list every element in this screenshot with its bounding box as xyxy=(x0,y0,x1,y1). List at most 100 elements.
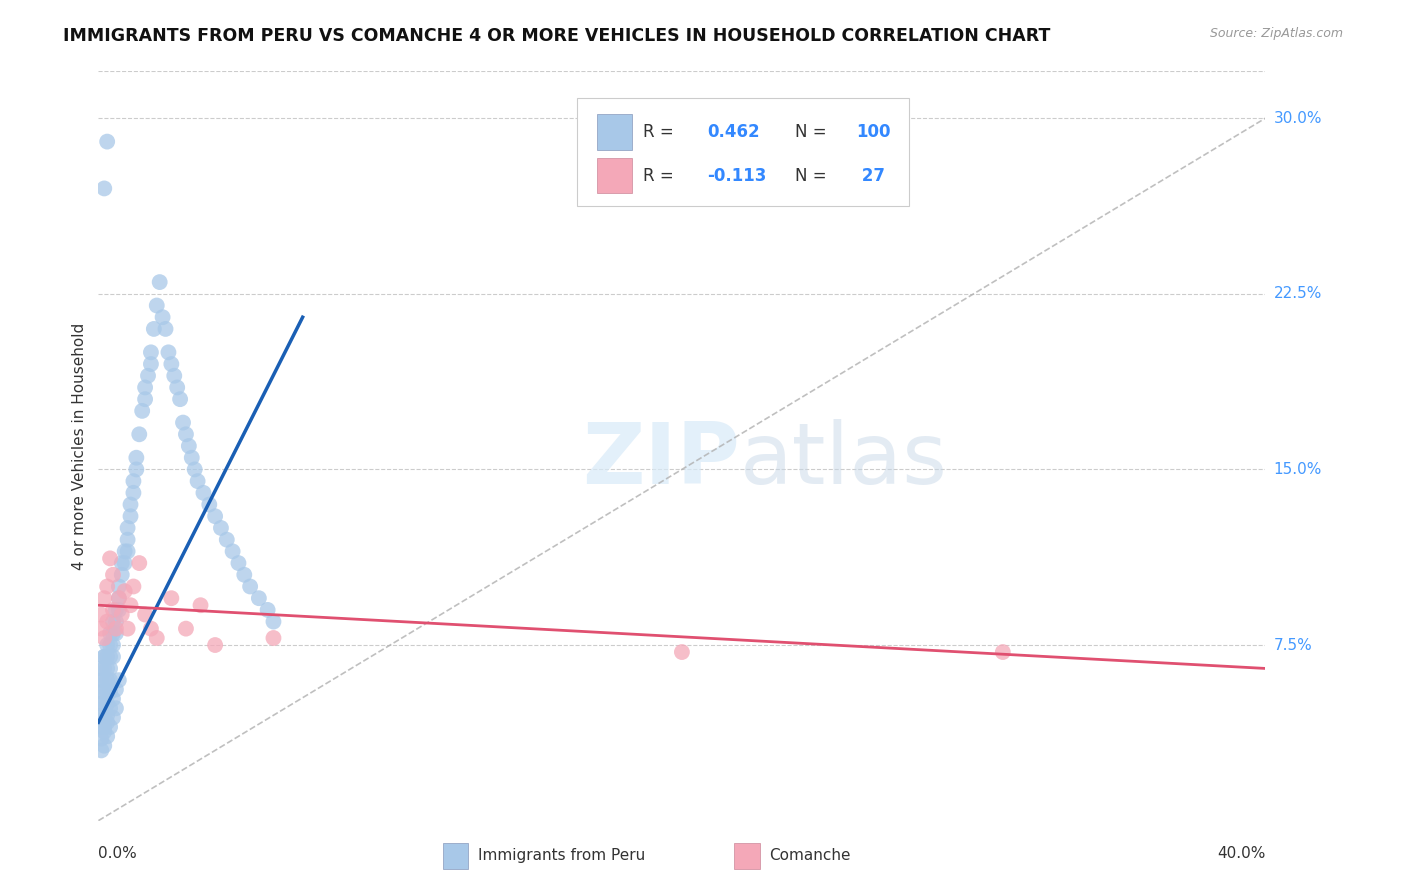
FancyBboxPatch shape xyxy=(734,843,761,870)
Point xyxy=(177,439,200,453)
Point xyxy=(93,708,115,723)
Point xyxy=(111,607,134,622)
Point xyxy=(104,622,127,636)
Point xyxy=(149,275,172,289)
Point xyxy=(98,701,121,715)
Point xyxy=(93,661,115,675)
Text: IMMIGRANTS FROM PERU VS COMANCHE 4 OR MORE VEHICLES IN HOUSEHOLD CORRELATION CHA: IMMIGRANTS FROM PERU VS COMANCHE 4 OR MO… xyxy=(63,27,1050,45)
Text: N =: N = xyxy=(796,123,832,141)
Point xyxy=(98,673,121,688)
FancyBboxPatch shape xyxy=(596,114,631,150)
Point xyxy=(120,509,142,524)
Point xyxy=(160,591,183,606)
Point xyxy=(204,509,226,524)
Point xyxy=(120,599,142,613)
Point xyxy=(166,380,188,394)
Point xyxy=(98,638,121,652)
Text: ZIP: ZIP xyxy=(582,419,741,502)
Point xyxy=(96,715,118,730)
Point xyxy=(104,615,127,629)
Point xyxy=(152,310,174,325)
Point xyxy=(104,626,127,640)
Point xyxy=(262,615,284,629)
Point xyxy=(93,649,115,664)
Point xyxy=(146,298,169,313)
Point xyxy=(198,498,221,512)
Point xyxy=(96,708,118,723)
Point xyxy=(108,603,131,617)
Point xyxy=(131,404,153,418)
Point xyxy=(163,368,186,383)
Point xyxy=(190,599,212,613)
Point xyxy=(98,649,121,664)
Point xyxy=(101,710,124,724)
Point xyxy=(174,427,197,442)
FancyBboxPatch shape xyxy=(443,843,468,870)
Point xyxy=(204,638,226,652)
Point xyxy=(991,645,1014,659)
Point xyxy=(215,533,238,547)
Point xyxy=(228,556,250,570)
Point xyxy=(139,357,162,371)
Point xyxy=(90,708,112,723)
Point xyxy=(96,673,118,688)
Point xyxy=(96,638,118,652)
Point xyxy=(146,631,169,645)
Point xyxy=(96,661,118,675)
Point xyxy=(221,544,243,558)
Point xyxy=(101,638,124,652)
Point xyxy=(96,685,118,699)
Text: R =: R = xyxy=(644,123,679,141)
Point xyxy=(120,498,142,512)
Text: Immigrants from Peru: Immigrants from Peru xyxy=(478,848,645,863)
Point xyxy=(183,462,205,476)
Point xyxy=(114,544,136,558)
Point xyxy=(101,626,124,640)
Point xyxy=(122,485,145,500)
Point xyxy=(136,368,159,383)
Point xyxy=(90,720,112,734)
Text: R =: R = xyxy=(644,167,679,185)
Text: 0.462: 0.462 xyxy=(707,123,761,141)
Point xyxy=(125,462,148,476)
Point xyxy=(101,603,124,617)
Point xyxy=(128,556,150,570)
Point xyxy=(90,685,112,699)
Point xyxy=(108,591,131,606)
Point xyxy=(93,697,115,711)
Point xyxy=(193,485,215,500)
Point xyxy=(172,416,194,430)
Point xyxy=(108,591,131,606)
Point xyxy=(114,584,136,599)
Point xyxy=(160,357,183,371)
Point xyxy=(90,697,112,711)
Point xyxy=(256,603,278,617)
Point xyxy=(111,567,134,582)
Point xyxy=(93,685,115,699)
Point xyxy=(90,661,112,675)
Point xyxy=(180,450,202,465)
Point xyxy=(187,474,209,488)
Point xyxy=(90,743,112,757)
Text: Comanche: Comanche xyxy=(769,848,851,863)
Text: 22.5%: 22.5% xyxy=(1274,286,1322,301)
Y-axis label: 4 or more Vehicles in Household: 4 or more Vehicles in Household xyxy=(72,322,87,570)
Point xyxy=(98,720,121,734)
Text: 0.0%: 0.0% xyxy=(98,846,138,861)
Point xyxy=(233,567,256,582)
Point xyxy=(96,580,118,594)
FancyBboxPatch shape xyxy=(576,97,910,206)
Point xyxy=(93,181,115,195)
Text: 15.0%: 15.0% xyxy=(1274,462,1322,477)
Point xyxy=(125,450,148,465)
Point xyxy=(239,580,262,594)
Point xyxy=(128,427,150,442)
Point xyxy=(96,135,118,149)
Point xyxy=(96,649,118,664)
Point xyxy=(262,631,284,645)
Point xyxy=(93,739,115,753)
Point xyxy=(104,682,127,697)
Point xyxy=(117,622,139,636)
Point xyxy=(134,392,156,407)
Point xyxy=(93,673,115,688)
